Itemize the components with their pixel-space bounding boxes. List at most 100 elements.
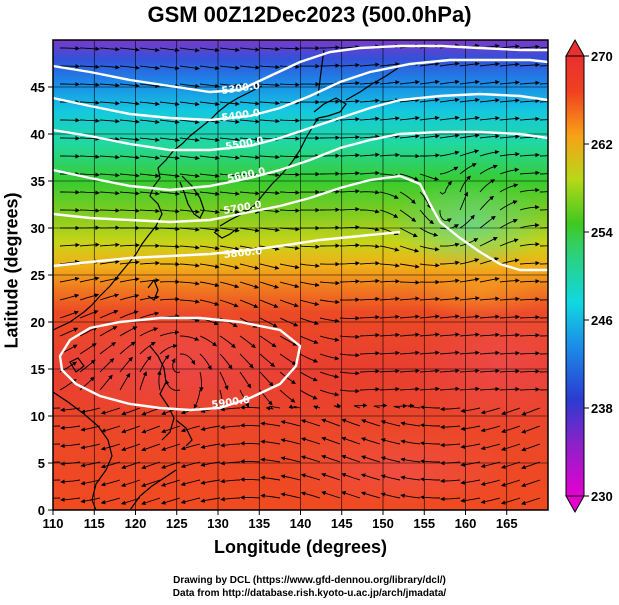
colorbar-tick-label: 254 [591, 225, 613, 240]
wind-arrow [479, 276, 500, 283]
y-tick-label: 5 [38, 456, 45, 471]
wind-arrow [160, 479, 181, 487]
wind-arrow [200, 425, 221, 432]
wind-arrow [300, 455, 321, 463]
wind-arrow [99, 83, 120, 88]
wind-arrow [339, 279, 360, 284]
wind-arrow [260, 475, 281, 481]
wind-arrow [339, 334, 360, 340]
wind-arrow [499, 200, 518, 211]
wind-arrow [79, 190, 100, 196]
wind-arrow [165, 379, 181, 391]
wind-arrow [120, 479, 141, 488]
wind-arrow [519, 152, 540, 158]
wind-arrow [79, 82, 100, 87]
y-tick-label: 30 [31, 221, 45, 236]
wind-arrow [59, 259, 80, 265]
wind-arrow [279, 46, 300, 51]
wind-arrow [259, 353, 276, 367]
wind-arrow [359, 62, 380, 67]
wind-arrow [60, 443, 81, 449]
wind-arrow [439, 368, 460, 374]
wind-arrow [499, 167, 520, 175]
wind-arrow [459, 386, 480, 392]
wind-arrow [539, 101, 548, 103]
wind-arrow [420, 423, 440, 428]
wind-arrow [339, 80, 360, 86]
wind-arrow [159, 137, 180, 143]
wind-arrow [341, 472, 361, 481]
wind-arrow [299, 281, 320, 288]
tropical-anomaly [280, 430, 520, 510]
wind-arrow [60, 82, 80, 87]
wind-arrow [279, 118, 300, 123]
wind-arrow [299, 244, 320, 250]
wind-arrow [179, 227, 200, 232]
wind-arrow [119, 277, 140, 283]
wind-arrow [179, 209, 200, 214]
wind-arrow [300, 437, 321, 445]
wind-arrow [279, 317, 299, 327]
wind-arrow [139, 191, 160, 196]
wind-arrow [339, 152, 360, 158]
wind-arrow [439, 133, 460, 139]
wind-arrow [79, 242, 100, 247]
wind-arrow [459, 314, 480, 319]
wind-arrow [419, 386, 440, 392]
wind-arrow [380, 419, 401, 427]
wind-arrow [459, 332, 480, 337]
wind-arrow [439, 242, 460, 248]
wind-arrow [60, 497, 81, 502]
contour-5700 [53, 174, 548, 272]
wind-arrow [240, 441, 261, 446]
wind-arrow [321, 418, 341, 427]
y-axis-ticks: 0 5 10 15 20 25 30 35 40 45 [31, 80, 53, 518]
wind-arrow [439, 278, 460, 284]
wind-arrow [420, 495, 440, 500]
wind-arrow [219, 191, 240, 196]
wind-arrow [499, 368, 520, 374]
wind-streamlines [53, 43, 548, 505]
wind-arrow [399, 314, 420, 319]
wind-arrow [259, 335, 277, 348]
wind-arrow [379, 62, 400, 67]
wind-arrow [459, 350, 480, 355]
wind-arrow [199, 281, 220, 288]
wind-arrow [359, 387, 380, 392]
wind-arrow [539, 47, 548, 49]
wind-arrow [139, 101, 160, 107]
wind-arrow [333, 403, 342, 409]
contour-5900 [58, 316, 302, 412]
colorbar-tick-label: 238 [591, 401, 613, 416]
wind-arrow [419, 97, 440, 103]
wind-arrow [119, 208, 140, 213]
wind-arrow [259, 190, 280, 196]
wind-arrow [439, 314, 460, 319]
wind-arrow [99, 47, 120, 52]
wind-arrow [99, 208, 120, 213]
wind-arrow [141, 497, 161, 505]
x-axis-title: Longitude (degrees) [213, 537, 387, 557]
wind-arrow [100, 425, 121, 433]
wind-arrow [139, 208, 160, 214]
wind-arrow [359, 368, 380, 374]
wind-arrow [160, 497, 181, 505]
wind-arrow [339, 44, 360, 50]
wind-arrow [313, 405, 321, 410]
wind-arrow [359, 116, 380, 121]
wind-arrow [479, 164, 498, 175]
y-tick-label: 10 [31, 409, 45, 424]
wind-arrow [339, 206, 360, 212]
wind-arrow [179, 353, 196, 365]
credit-drawing: Drawing by DCL (https://www.gfd-dennou.o… [173, 575, 446, 586]
wind-arrow [119, 293, 140, 301]
wind-arrow [240, 423, 261, 428]
wind-arrow [299, 389, 318, 400]
wind-arrow [341, 436, 361, 445]
wind-arrow [259, 82, 280, 88]
wind-arrow [60, 479, 81, 485]
wind-arrow [121, 425, 141, 434]
wind-arrow [259, 317, 278, 328]
wind-arrow [119, 372, 131, 391]
wind-arrow [439, 386, 460, 392]
